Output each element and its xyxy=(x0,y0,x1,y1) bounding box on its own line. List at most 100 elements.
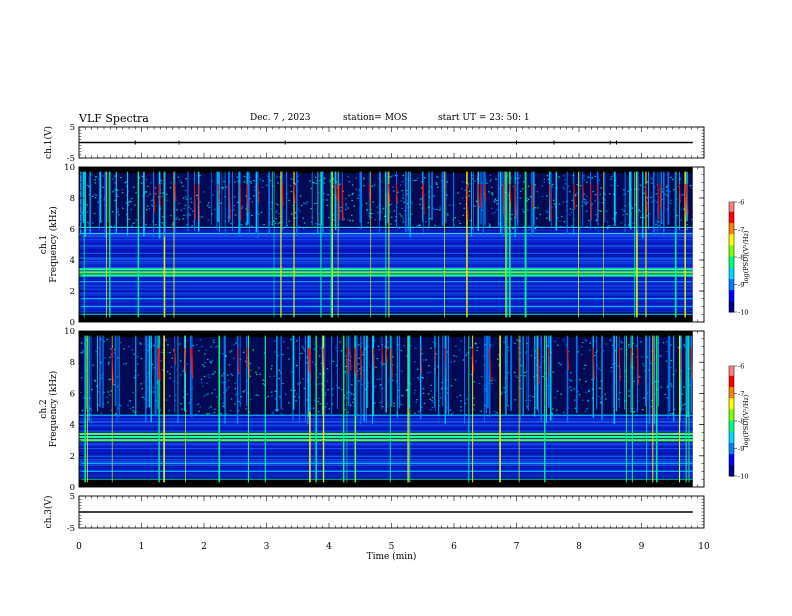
spec-speckle xyxy=(440,397,442,399)
spec-emission-core xyxy=(158,184,161,206)
spec-speckle xyxy=(491,382,493,385)
spec-speckle xyxy=(473,397,475,399)
colorbar-segment xyxy=(729,468,734,471)
colorbar-segment xyxy=(729,399,734,402)
spec-speckle xyxy=(417,225,420,227)
spec-speckle xyxy=(310,221,313,223)
colorbar-segment xyxy=(729,364,734,367)
spec-speckle xyxy=(455,345,457,347)
spec-speckle xyxy=(348,194,350,197)
spec-speckle xyxy=(401,190,403,192)
spec-emission-core xyxy=(346,348,349,375)
spec-speckle xyxy=(136,363,139,365)
spec-speckle xyxy=(434,224,436,227)
spec-speckle xyxy=(282,408,284,410)
spec-speckle xyxy=(80,352,83,354)
spec-speckle xyxy=(541,226,543,229)
spec-speckle xyxy=(362,178,365,180)
spec-speckle xyxy=(416,177,419,179)
spec-speckle xyxy=(222,353,224,355)
spec-speckle xyxy=(125,362,127,365)
spec-speckle xyxy=(317,401,320,403)
spec-speckle xyxy=(585,199,587,201)
spec-speckle xyxy=(586,202,588,204)
spec-speckle xyxy=(390,223,392,225)
spec-speckle xyxy=(114,182,117,184)
spec-speckle xyxy=(564,183,566,185)
spec-speckle xyxy=(524,375,526,377)
spec-speckle xyxy=(665,351,668,353)
spec-speckle xyxy=(412,227,415,229)
spec-speckle xyxy=(521,209,524,211)
spec-speckle xyxy=(417,377,419,379)
spec-speckle xyxy=(453,360,456,362)
spec-speckle xyxy=(266,184,268,186)
spec-speckle xyxy=(85,410,87,412)
spec-speckle xyxy=(175,218,178,220)
spec-speckle xyxy=(683,403,686,405)
spec-speckle xyxy=(299,195,302,197)
spec-speckle xyxy=(627,346,630,348)
spec-speckle xyxy=(232,209,235,211)
spec-speckle xyxy=(450,413,453,416)
colorbar-segment xyxy=(729,233,734,237)
spec-speckle xyxy=(110,348,112,350)
spec-speckle xyxy=(463,207,465,209)
spec-speckle xyxy=(666,397,668,399)
spec-speckle xyxy=(459,203,461,205)
spec-speckle xyxy=(160,179,163,182)
spec-speckle xyxy=(173,350,175,352)
y-axis-label-0: ch.1(V) xyxy=(43,126,54,159)
spec-speckle xyxy=(269,375,271,377)
spec-speckle xyxy=(282,341,285,343)
spec-emission-core xyxy=(368,184,371,202)
spec-speckle xyxy=(458,220,461,222)
spec-speckle xyxy=(287,347,289,349)
spec-speckle xyxy=(587,400,589,402)
spec-speckle xyxy=(523,225,526,228)
spec-speckle xyxy=(460,400,462,402)
spec-speckle xyxy=(132,410,135,412)
spec-speckle xyxy=(226,388,228,390)
spec-speckle xyxy=(211,373,213,375)
spec-speckle xyxy=(277,223,280,225)
spec-speckle xyxy=(601,226,604,228)
spec-speckle xyxy=(406,193,408,195)
colorbar-segment xyxy=(729,403,734,406)
spec-speckle xyxy=(106,338,108,341)
spec-speckle xyxy=(345,365,347,368)
spec-speckle xyxy=(299,226,301,228)
x-tick-label: 6 xyxy=(451,542,457,552)
spec-speckle xyxy=(631,207,634,209)
spec-speckle xyxy=(585,203,587,205)
spec-speckle xyxy=(182,218,184,220)
colorbar-segment xyxy=(729,231,734,235)
spec-emission-core xyxy=(657,184,660,220)
spec-speckle xyxy=(258,367,260,369)
spec-speckle xyxy=(656,220,658,222)
spec-speckle xyxy=(243,391,245,393)
spec-speckle xyxy=(556,390,559,392)
spec-speckle xyxy=(270,368,273,370)
spec-speckle xyxy=(181,408,183,410)
spec-speckle xyxy=(623,189,625,191)
spec-speckle xyxy=(211,180,214,182)
colorbar-segment xyxy=(729,289,734,292)
spec-speckle xyxy=(203,191,205,193)
colorbar-segment xyxy=(729,448,734,451)
spec-speckle xyxy=(464,402,467,404)
spec-speckle xyxy=(520,364,522,367)
spec-emission-core xyxy=(686,184,689,215)
spec-speckle xyxy=(490,178,492,180)
spec-speckle xyxy=(357,344,360,346)
spec-speckle xyxy=(100,362,102,364)
spec-speckle xyxy=(661,188,664,190)
spec-speckle xyxy=(389,211,391,213)
spec-speckle xyxy=(483,193,485,195)
spec-speckle xyxy=(627,224,630,226)
spec-speckle xyxy=(244,389,247,391)
spec-speckle xyxy=(114,189,117,191)
spec-speckle xyxy=(161,222,163,224)
spec-speckle xyxy=(567,185,570,187)
spec-speckle xyxy=(587,399,589,401)
